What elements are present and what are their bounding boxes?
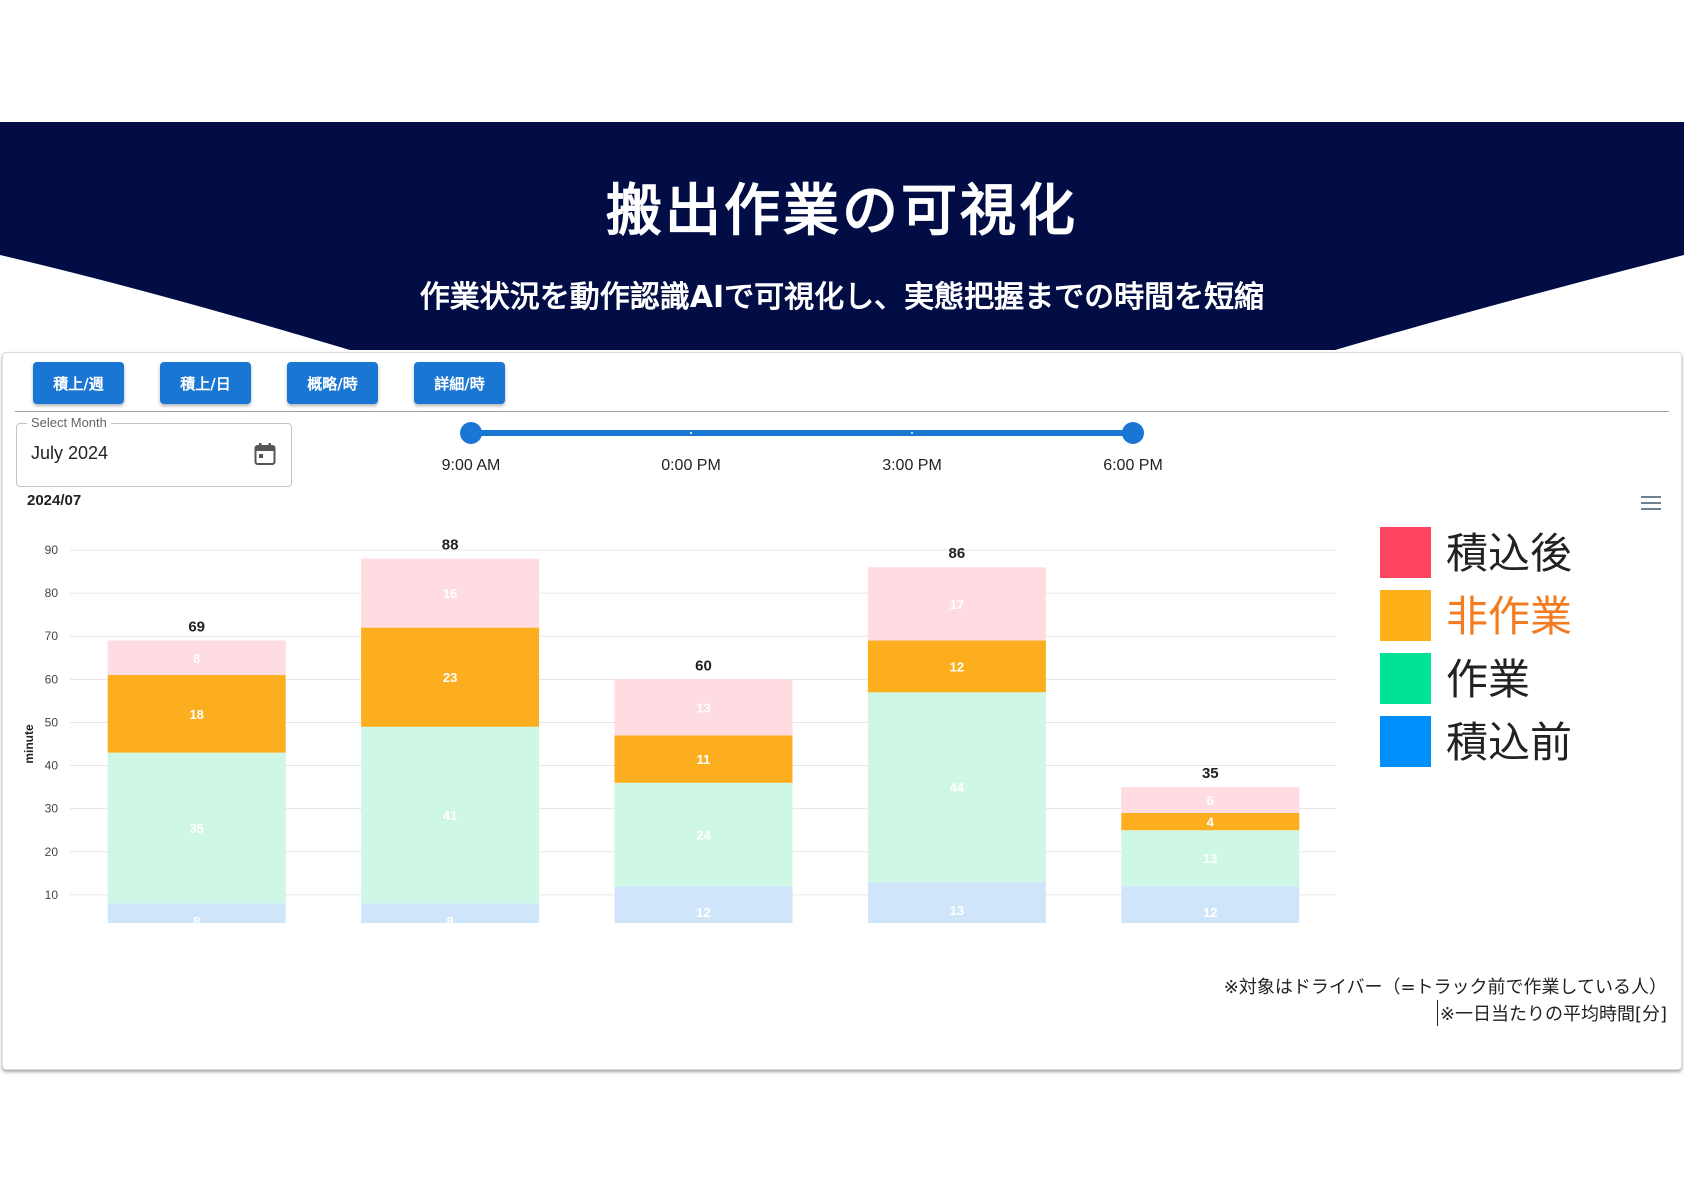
month-select-value: July 2024 (31, 443, 109, 463)
slider-label: 9:00 AM (441, 457, 501, 474)
slide-title: 搬出作業の可視化 (606, 179, 1078, 244)
stacked-bar-chart: 0102030405060708090minute835188691st wee… (22, 537, 1337, 923)
slider-label: 0:00 PM (661, 457, 721, 474)
segment-data-label: 4 (1207, 815, 1215, 830)
bar-segment (361, 627, 540, 727)
bar-segment (1121, 886, 1300, 923)
dashboard-panel: 積上/週 積上/日 概略/時 詳細/時 Select Month July 20… (2, 352, 1682, 1070)
weekly-stack-button[interactable]: 積上/週 (33, 362, 124, 404)
slider-tick-mark (910, 431, 914, 435)
segment-data-label: 8 (193, 651, 200, 666)
legend-swatch (1380, 527, 1431, 578)
bar-segment (361, 558, 540, 628)
slider-label: 3:00 PM (882, 457, 942, 474)
y-tick-label: 60 (45, 672, 59, 686)
bar-segment (107, 752, 286, 904)
footnote-target: ※対象はドライバー（=トラック前で作業している人） (1223, 977, 1667, 998)
segment-data-label: 12 (696, 905, 710, 920)
segment-data-label: 18 (189, 707, 203, 722)
bar-segment (107, 640, 286, 676)
bar-total-label: 35 (1202, 765, 1219, 782)
slider-label: 6:00 PM (1103, 457, 1163, 474)
bar-segment (107, 903, 286, 923)
bar-segment (614, 886, 793, 923)
calendar-icon[interactable] (254, 442, 276, 470)
footnote-unit: ※一日当たりの平均時間[分] (1436, 1000, 1667, 1026)
segment-data-label: 35 (189, 821, 203, 836)
segment-data-label: 13 (1203, 851, 1217, 866)
bar-segment (361, 903, 540, 923)
legend-label: 非作業 (1446, 592, 1573, 641)
bar-segment (867, 692, 1046, 882)
legend-label: 作業 (1446, 655, 1531, 704)
legend-swatch (1380, 590, 1431, 641)
y-tick-label: 50 (45, 715, 59, 729)
segment-data-label: 12 (950, 659, 964, 674)
segment-data-label: 11 (697, 752, 711, 767)
segment-data-label: 8 (193, 914, 200, 923)
slide-subtitle: 作業状況を動作認識AIで可視化し、実態把握までの時間を短縮 (419, 280, 1265, 315)
bar-segment (1121, 787, 1300, 813)
bar-segment (107, 675, 286, 753)
bar-total-label: 69 (188, 619, 205, 636)
y-axis-label: minute (22, 724, 36, 764)
slider-tick-mark (689, 431, 693, 435)
banner-shape (0, 122, 1684, 350)
segment-data-label: 24 (696, 828, 711, 843)
legend-item-after-loading: 積込後 (1380, 527, 1660, 583)
bar-segment (614, 735, 793, 783)
segment-data-label: 8 (446, 914, 453, 923)
legend-label: 積込後 (1446, 529, 1573, 578)
toolbar-divider (15, 411, 1669, 412)
bar-segment (867, 567, 1046, 641)
bar-segment (614, 782, 793, 887)
segment-data-label: 23 (443, 670, 457, 685)
legend-swatch (1380, 653, 1431, 704)
y-tick-label: 90 (45, 543, 59, 557)
bar-segment (361, 726, 540, 904)
segment-data-label: 16 (443, 586, 457, 601)
segment-data-label: 12 (1203, 905, 1217, 920)
bar-segment (1121, 830, 1300, 887)
month-select-label: Select Month (27, 415, 111, 430)
time-range-slider[interactable] (443, 419, 1153, 449)
bar-segment (867, 640, 1046, 693)
y-tick-label: 30 (45, 802, 59, 816)
bar-total-label: 88 (442, 537, 459, 554)
y-tick-label: 80 (45, 586, 59, 600)
segment-data-label: 41 (443, 808, 457, 823)
bar-total-label: 60 (695, 657, 712, 674)
segment-data-label: 44 (950, 780, 965, 795)
hourly-detail-button[interactable]: 詳細/時 (414, 362, 505, 404)
y-tick-label: 20 (45, 845, 59, 859)
legend-item-work: 作業 (1380, 653, 1660, 709)
title-banner (0, 122, 1684, 350)
bar-segment (867, 881, 1046, 923)
segment-data-label: 17 (950, 597, 964, 612)
segment-data-label: 6 (1207, 793, 1214, 808)
bar-segment (1121, 812, 1300, 831)
slider-start-handle[interactable] (460, 422, 482, 444)
segment-data-label: 13 (696, 700, 710, 715)
y-tick-label: 10 (45, 888, 59, 902)
bar-total-label: 86 (949, 545, 966, 562)
daily-stack-button[interactable]: 積上/日 (160, 362, 251, 404)
y-tick-label: 40 (45, 759, 59, 773)
legend-label: 積込前 (1446, 718, 1573, 767)
hourly-summary-button[interactable]: 概略/時 (287, 362, 378, 404)
hamburger-menu-icon[interactable] (1641, 495, 1661, 514)
legend-swatch (1380, 716, 1431, 767)
legend-item-before-loading: 積込前 (1380, 716, 1660, 772)
legend-item-non-work: 非作業 (1380, 590, 1660, 646)
bar-segment (614, 679, 793, 736)
y-tick-label: 70 (45, 629, 59, 643)
segment-data-label: 13 (950, 903, 964, 918)
month-select-field[interactable]: Select Month July 2024 (16, 415, 292, 487)
slider-end-handle[interactable] (1122, 422, 1144, 444)
chart-title: 2024/07 (27, 492, 82, 509)
